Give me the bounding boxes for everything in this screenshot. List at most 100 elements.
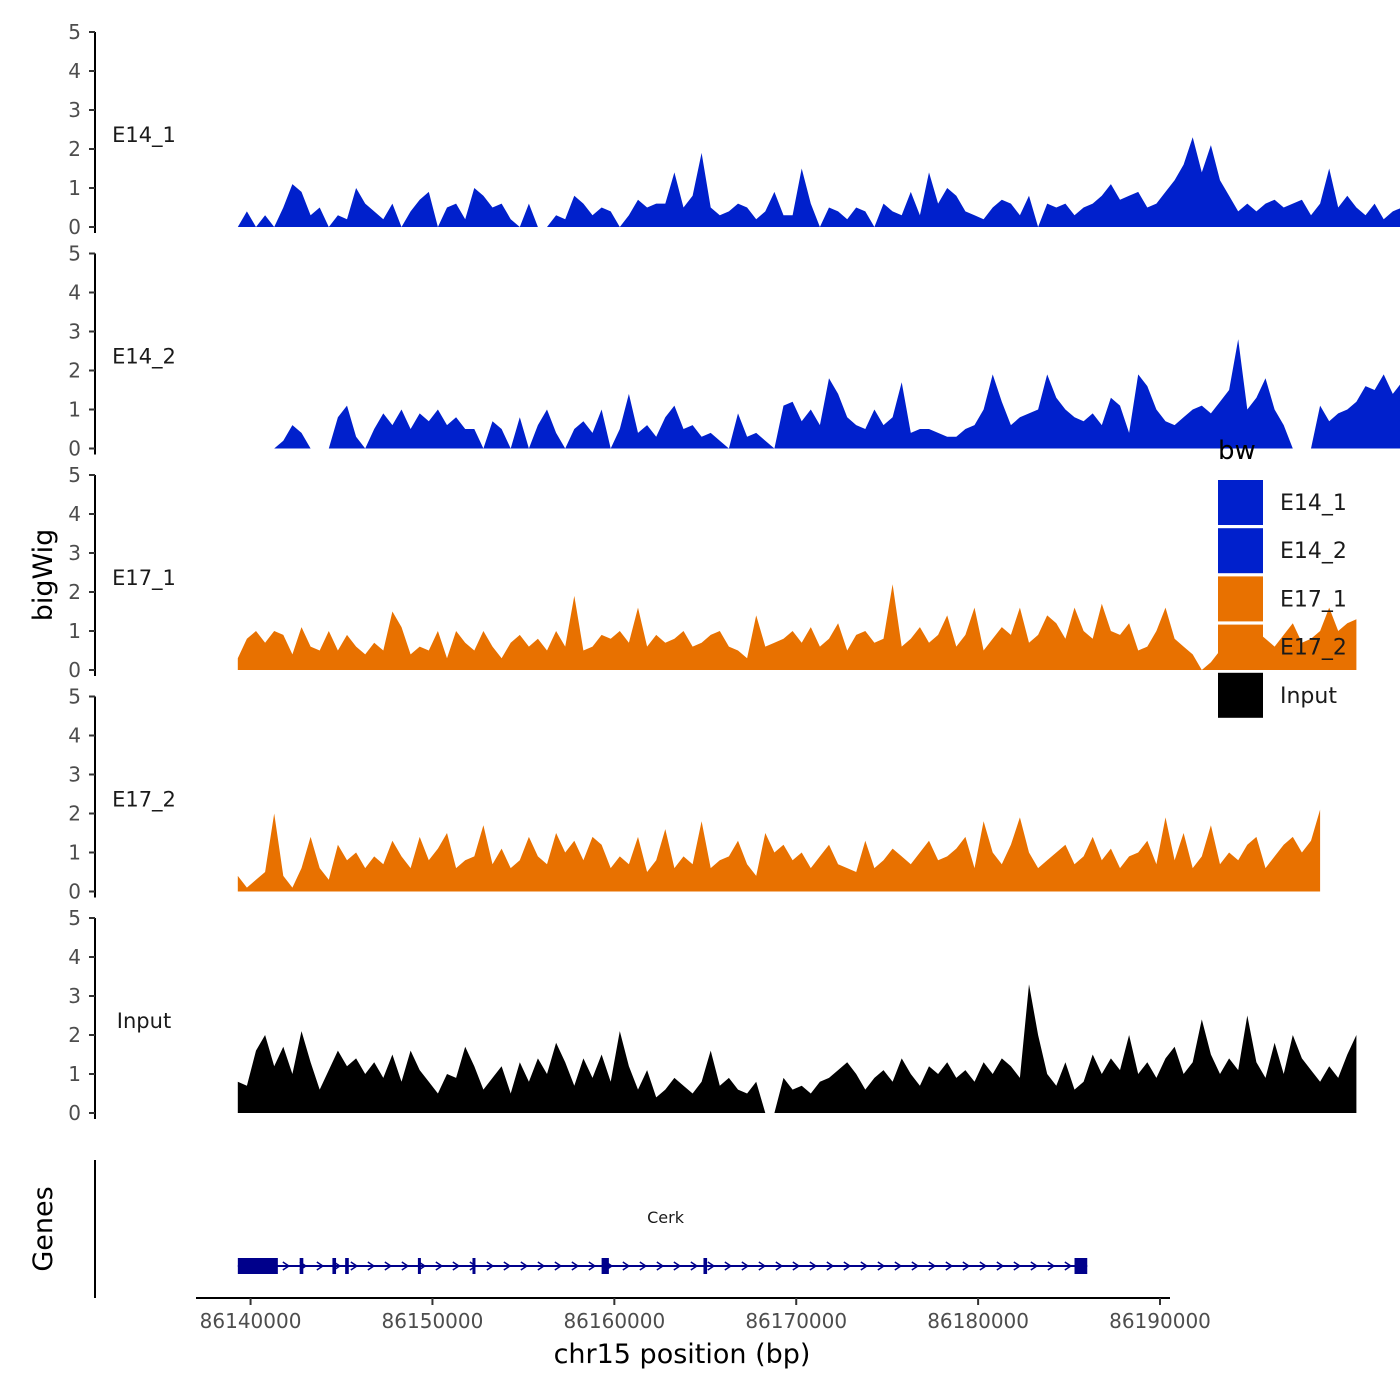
strand-arrow: [741, 1261, 749, 1267]
x-tick-label: 86190000: [1109, 1309, 1211, 1333]
y-axis-title: bigWig: [28, 529, 59, 622]
track-label: E17_2: [112, 788, 176, 813]
strand-arrow: [724, 1261, 732, 1267]
y-tick-label: 3: [68, 98, 81, 122]
gene-exon: [417, 1258, 421, 1274]
legend: bw E14_1 E14_2 E17_1 E17_2 Input: [1218, 436, 1347, 718]
gene-exon: [237, 1258, 278, 1274]
gene-exon: [703, 1258, 708, 1274]
strand-arrow: [554, 1261, 562, 1267]
strand-arrow: [911, 1261, 919, 1267]
track-E14_1: 0 1 2 3 4 5 E14_1: [68, 20, 1400, 239]
legend-swatch: [1218, 624, 1263, 670]
strand-arrow: [775, 1265, 783, 1271]
gene-exon: [601, 1258, 609, 1274]
legend-swatch: [1218, 576, 1263, 622]
strand-arrow: [639, 1261, 647, 1267]
strand-arrow: [996, 1261, 1004, 1267]
strand-arrow: [350, 1265, 358, 1271]
strand-arrow: [673, 1265, 681, 1271]
strand-arrow: [1064, 1261, 1072, 1267]
x-axis-title: chr15 position (bp): [554, 1339, 811, 1370]
y-tick-label: 5: [68, 463, 81, 487]
legend-swatch: [1218, 480, 1263, 525]
strand-arrow: [809, 1261, 817, 1267]
y-tick-label: 0: [68, 658, 81, 682]
y-tick-label: 3: [68, 320, 81, 344]
gene-panel: Genes Cerk: [28, 1160, 1088, 1298]
track-E14_2: 0 1 2 3 4 5 E14_2: [68, 242, 1400, 461]
y-tick-label: 2: [68, 359, 81, 383]
x-tick-label: 86160000: [563, 1309, 665, 1333]
strand-arrow: [741, 1265, 749, 1271]
strand-arrow: [520, 1265, 528, 1271]
strand-arrow: [826, 1261, 834, 1267]
strand-arrow: [843, 1261, 851, 1267]
strand-arrow: [316, 1265, 324, 1271]
strand-arrow: [962, 1261, 970, 1267]
strand-arrow: [894, 1261, 902, 1267]
strand-arrow: [860, 1265, 868, 1271]
y-tick-label: 2: [68, 802, 81, 826]
strand-arrow: [316, 1261, 324, 1267]
signal-tracks: 0 1 2 3 4 5 E14_1 0 1 2 3 4 5 E14_2 0 1 2 3 4 5 E17_1 0 1 2 3 4 5 E…: [68, 20, 1400, 1125]
strand-arrow: [571, 1265, 579, 1271]
track-label: E14_1: [112, 123, 176, 148]
strand-arrow: [486, 1261, 494, 1267]
strand-arrow: [503, 1265, 511, 1271]
y-tick-label: 2: [68, 580, 81, 604]
track-label: Input: [117, 1009, 171, 1033]
y-tick-label: 1: [68, 619, 81, 643]
strand-arrow: [707, 1265, 715, 1271]
strand-arrow: [435, 1261, 443, 1267]
strand-arrow: [384, 1261, 392, 1267]
strand-arrow: [656, 1265, 664, 1271]
y-tick-label: 5: [68, 906, 81, 930]
strand-arrow: [350, 1261, 358, 1267]
legend-label: E17_1: [1280, 587, 1347, 612]
strand-arrow: [1047, 1265, 1055, 1271]
y-tick-label: 1: [68, 1062, 81, 1086]
strand-arrow: [1064, 1265, 1072, 1271]
signal-area-E17_2: [237, 809, 1321, 892]
strand-arrow: [877, 1261, 885, 1267]
strand-arrow: [826, 1265, 834, 1271]
legend-swatch: [1218, 672, 1263, 718]
y-tick-label: 5: [68, 20, 81, 44]
signal-area-E14_1: [237, 137, 1400, 227]
strand-arrow: [996, 1265, 1004, 1271]
legend-swatch: [1218, 528, 1263, 574]
strand-arrow: [571, 1261, 579, 1267]
strand-arrow: [537, 1261, 545, 1267]
signal-area-E14_2: [237, 339, 1400, 449]
y-tick-label: 1: [68, 176, 81, 200]
y-tick-label: 0: [68, 880, 81, 904]
genes-label: Genes: [28, 1186, 59, 1271]
strand-arrow: [622, 1261, 630, 1267]
y-tick-label: 0: [68, 437, 81, 461]
strand-arrow: [945, 1265, 953, 1271]
y-tick-label: 3: [68, 984, 81, 1008]
strand-arrow: [979, 1265, 987, 1271]
y-tick-label: 4: [68, 502, 81, 526]
y-tick-label: 4: [68, 724, 81, 748]
strand-arrow: [1047, 1261, 1055, 1267]
strand-arrow: [775, 1261, 783, 1267]
strand-arrow: [367, 1261, 375, 1267]
strand-arrow: [588, 1261, 596, 1267]
strand-arrow: [707, 1261, 715, 1267]
x-axis: 86140000 86150000 86160000 86170000 86180000…: [196, 1297, 1211, 1333]
x-tick-label: 86180000: [927, 1309, 1029, 1333]
y-tick-label: 0: [68, 215, 81, 239]
strand-arrow: [639, 1265, 647, 1271]
strand-arrow: [928, 1261, 936, 1267]
y-tick-label: 4: [68, 281, 81, 305]
strand-arrow: [367, 1265, 375, 1271]
strand-arrow: [809, 1265, 817, 1271]
legend-title: bw: [1218, 436, 1256, 466]
strand-arrow: [503, 1261, 511, 1267]
strand-arrow: [622, 1265, 630, 1271]
strand-arrow: [452, 1265, 460, 1271]
strand-arrow: [792, 1265, 800, 1271]
